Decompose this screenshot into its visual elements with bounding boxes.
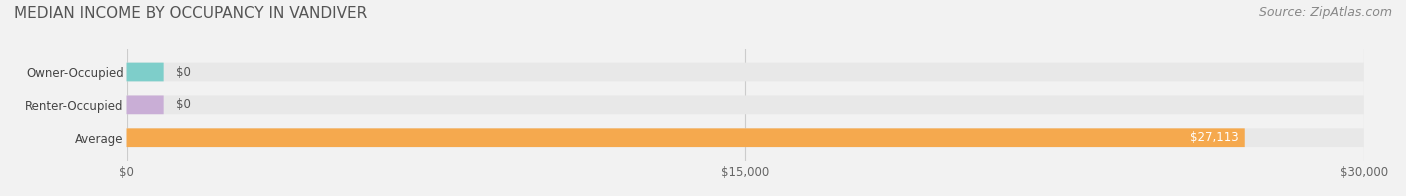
Text: MEDIAN INCOME BY OCCUPANCY IN VANDIVER: MEDIAN INCOME BY OCCUPANCY IN VANDIVER [14,6,367,21]
FancyBboxPatch shape [127,128,1364,147]
FancyBboxPatch shape [127,128,1244,147]
FancyBboxPatch shape [127,63,163,81]
Text: Source: ZipAtlas.com: Source: ZipAtlas.com [1258,6,1392,19]
Text: $27,113: $27,113 [1189,131,1239,144]
FancyBboxPatch shape [127,95,163,114]
Text: $0: $0 [176,65,191,79]
Text: $0: $0 [176,98,191,111]
FancyBboxPatch shape [127,95,1364,114]
FancyBboxPatch shape [127,63,1364,81]
